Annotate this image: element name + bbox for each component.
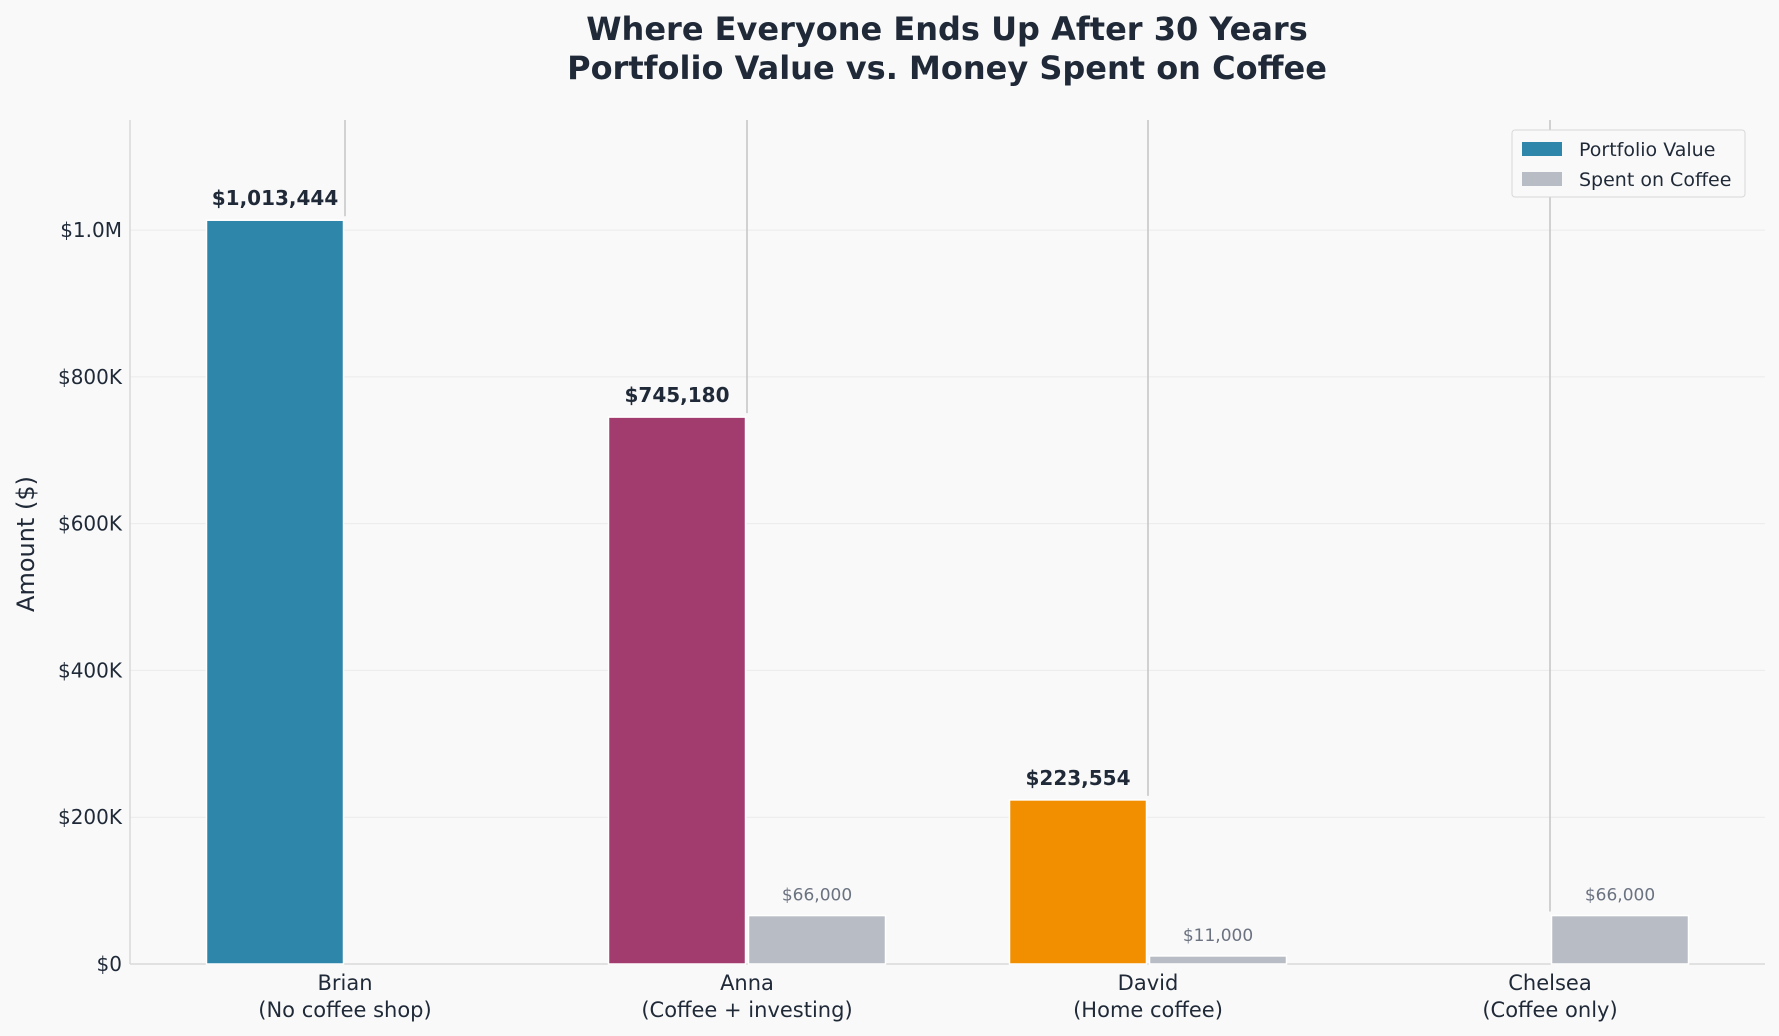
x-tick-label-sub: (No coffee shop) <box>258 998 431 1022</box>
legend-label-portfolio: Portfolio Value <box>1579 139 1715 161</box>
bars <box>205 219 1690 965</box>
y-tick-label: $200K <box>58 805 123 829</box>
bar-portfolio-anna <box>607 416 747 965</box>
portfolio-value-label: $1,013,444 <box>212 186 339 210</box>
y-tick-label: $1.0M <box>60 218 122 242</box>
y-tick-label: $400K <box>58 658 123 682</box>
separator-lines <box>344 120 1551 912</box>
legend-swatch-portfolio <box>1522 142 1562 156</box>
x-tick-label-name: Brian <box>317 971 372 995</box>
legend-label-coffee: Spent on Coffee <box>1579 169 1731 191</box>
y-ticks: $0 $200K $400K $600K $800K $1.0M <box>58 218 123 976</box>
x-tick-label-name: Anna <box>720 971 774 995</box>
legend-swatch-coffee <box>1522 172 1562 186</box>
chart-title-line-2: Portfolio Value vs. Money Spent on Coffe… <box>567 49 1327 87</box>
y-tick-label: $600K <box>58 512 123 536</box>
bar-portfolio-brian <box>205 219 345 965</box>
x-tick-labels: Brian (No coffee shop) Anna (Coffee + inves… <box>258 971 1617 1022</box>
legend-box <box>1511 129 1746 198</box>
coffee-spent-label: $66,000 <box>1585 886 1655 906</box>
y-tick-label: $0 <box>97 952 122 976</box>
bar-portfolio-david <box>1008 799 1148 965</box>
x-tick-label-sub: (Coffee only) <box>1482 998 1617 1022</box>
chart-title-line-1: Where Everyone Ends Up After 30 Years <box>586 10 1307 48</box>
legend: Portfolio Value Spent on Coffee <box>1511 129 1746 198</box>
x-tick-label-sub: (Coffee + investing) <box>641 998 852 1022</box>
x-tick-label-name: Chelsea <box>1508 971 1591 995</box>
data-labels: $1,013,444 $745,180 $66,000 $223,554 $11,000… <box>212 186 1655 946</box>
grid-lines <box>129 120 1765 965</box>
x-tick-label-sub: (Home coffee) <box>1073 998 1223 1022</box>
x-tick-label-name: David <box>1118 971 1179 995</box>
bar-coffee-chelsea <box>1550 914 1690 965</box>
y-axis-label: Amount ($) <box>12 476 40 612</box>
y-tick-label: $800K <box>58 365 123 389</box>
bar-coffee-anna <box>747 914 887 965</box>
bar-coffee-david <box>1148 955 1288 965</box>
coffee-spent-label: $66,000 <box>782 886 852 906</box>
coffee-spent-label: $11,000 <box>1183 926 1253 946</box>
portfolio-value-label: $223,554 <box>1025 766 1130 790</box>
portfolio-value-label: $745,180 <box>624 383 729 407</box>
